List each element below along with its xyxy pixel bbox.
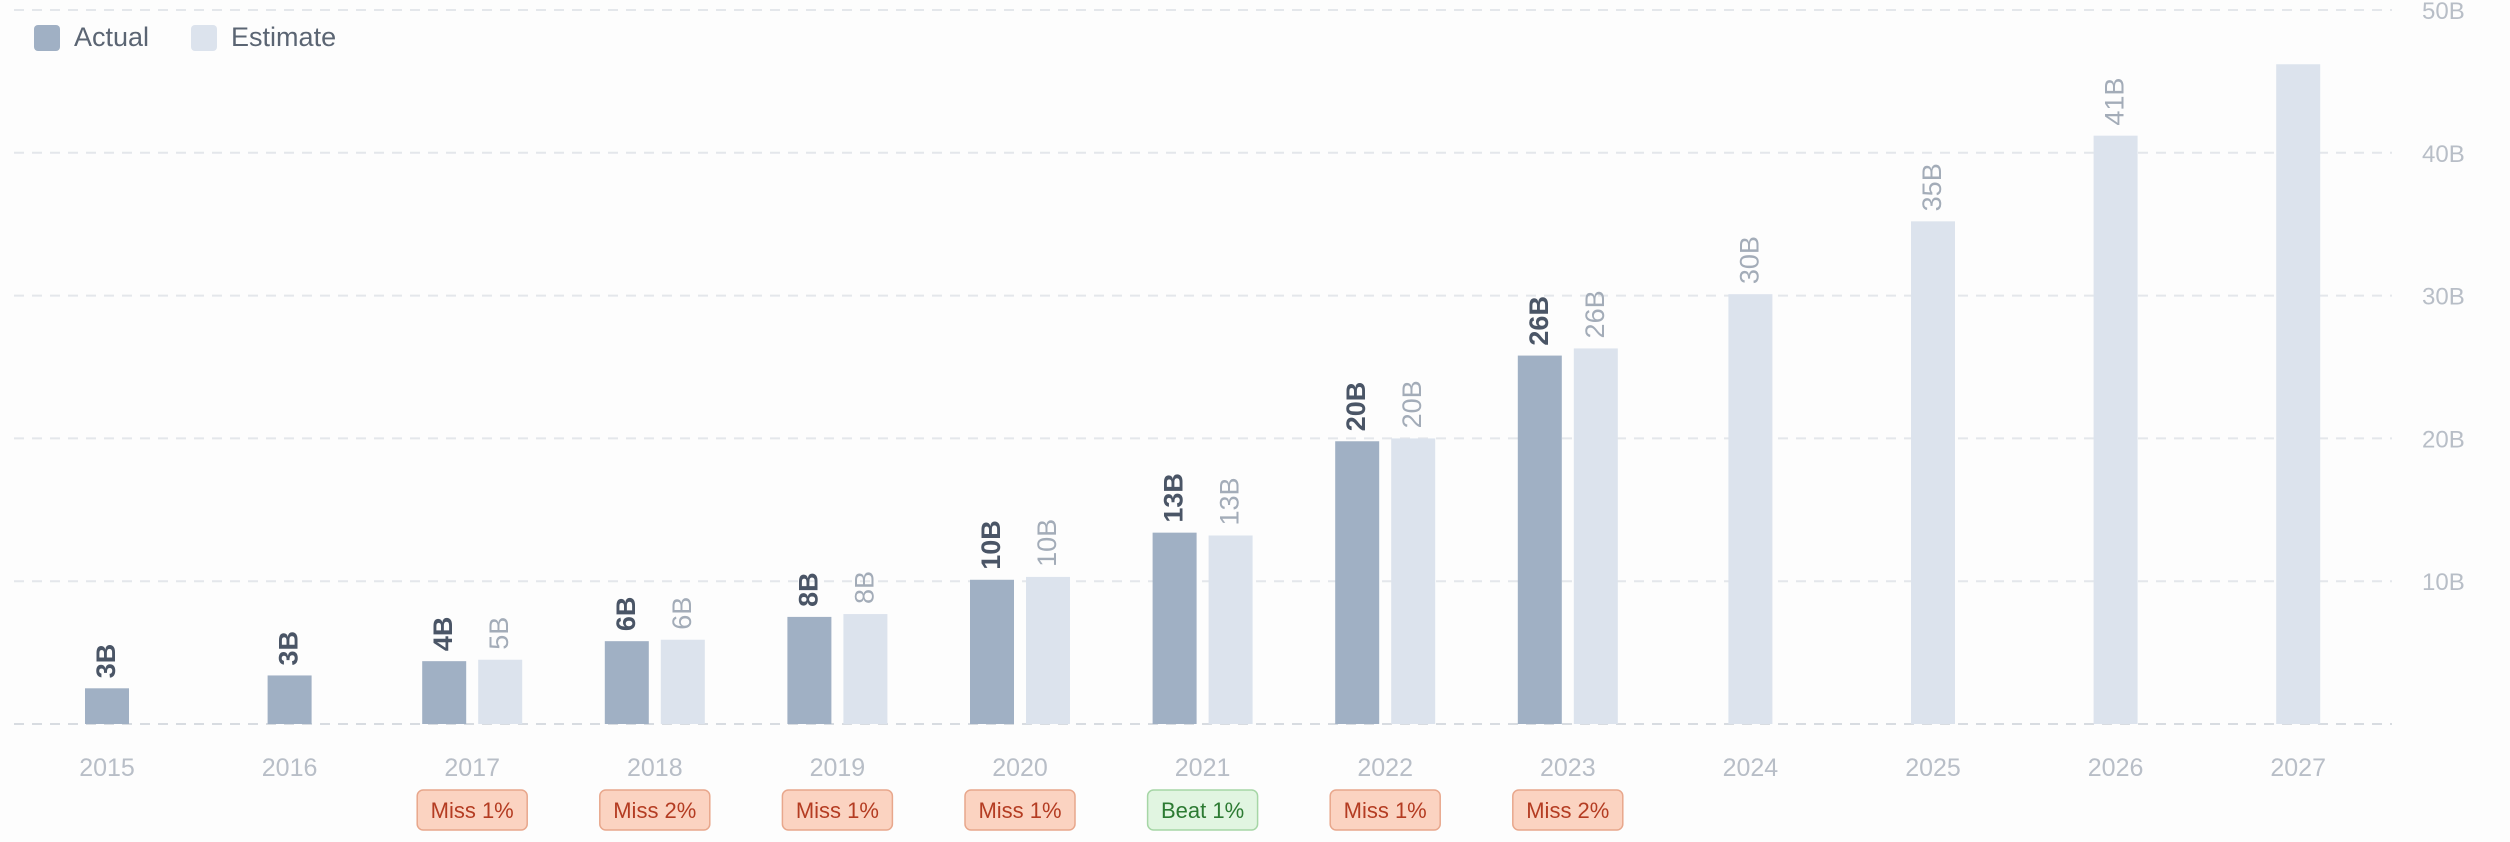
- legend-label-estimate: Estimate: [231, 22, 337, 52]
- badge-text-2022: Miss 1%: [1344, 798, 1427, 823]
- x-tick-label-2018: 2018: [627, 754, 683, 782]
- bar-actual-2017: [422, 661, 467, 724]
- x-tick-label-2024: 2024: [1723, 754, 1779, 782]
- bar-actual-2018: [604, 641, 649, 724]
- bar-estimate-2027: [2276, 64, 2321, 725]
- legend-item-actual[interactable]: Actual: [34, 22, 149, 53]
- data-label-estimate-2026: 41B: [2100, 78, 2130, 126]
- x-tick-label-2027: 2027: [2270, 754, 2326, 782]
- y-tick-label-2: 30B: [2422, 284, 2465, 311]
- badge-2023: [1512, 789, 1624, 831]
- bar-estimate-2018: [660, 639, 705, 724]
- data-label-estimate-2019: 8B: [849, 571, 879, 604]
- data-label-actual-2022: 20B: [1341, 382, 1371, 432]
- badge-text-2020: Miss 1%: [978, 798, 1061, 823]
- legend: Actual Estimate: [34, 22, 378, 53]
- y-tick-label-4: 50B: [2422, 0, 2465, 25]
- badge-text-2017: Miss 1%: [431, 798, 514, 823]
- badge-text-2021: Beat 1%: [1161, 798, 1244, 823]
- data-label-estimate-2021: 13B: [1215, 477, 1245, 525]
- x-tick-label-2016: 2016: [262, 754, 318, 782]
- bar-actual-2019: [787, 616, 832, 724]
- data-label-actual-2019: 8B: [793, 572, 823, 607]
- bar-estimate-2024: [1728, 294, 1773, 724]
- legend-item-estimate[interactable]: Estimate: [191, 22, 336, 53]
- data-label-estimate-2017: 5B: [484, 617, 514, 650]
- x-tick-label-2019: 2019: [810, 754, 866, 782]
- data-label-actual-2020: 10B: [976, 520, 1006, 570]
- data-label-actual-2021: 13B: [1159, 473, 1189, 523]
- bar-estimate-2023: [1573, 348, 1618, 724]
- badge-2018: [599, 789, 711, 831]
- data-label-estimate-2025: 35B: [1917, 163, 1947, 211]
- data-label-actual-2018: 6B: [611, 597, 641, 632]
- y-tick-label-3: 40B: [2422, 141, 2465, 168]
- badge-text-2019: Miss 1%: [796, 798, 879, 823]
- x-tick-label-2020: 2020: [992, 754, 1048, 782]
- data-label-estimate-2018: 6B: [667, 597, 697, 630]
- x-tick-label-2023: 2023: [1540, 754, 1596, 782]
- badge-2022: [1329, 789, 1441, 831]
- x-tick-label-2021: 2021: [1175, 754, 1231, 782]
- bar-actual-2016: [267, 675, 312, 724]
- x-tick-label-2022: 2022: [1357, 754, 1413, 782]
- bar-actual-2022: [1335, 441, 1380, 724]
- data-label-actual-2015: 3B: [91, 644, 121, 679]
- data-label-actual-2017: 4B: [428, 617, 458, 652]
- badge-2020: [964, 789, 1076, 831]
- data-label-actual-2023: 26B: [1524, 296, 1554, 346]
- bar-estimate-2025: [1911, 221, 1955, 724]
- bar-actual-2015: [85, 688, 129, 724]
- badge-2017: [416, 789, 528, 831]
- data-label-estimate-2022: 20B: [1397, 380, 1427, 428]
- bar-estimate-2019: [843, 614, 888, 724]
- data-label-estimate-2023: 26B: [1580, 290, 1610, 338]
- badge-text-2023: Miss 2%: [1526, 798, 1609, 823]
- badge-text-2018: Miss 2%: [613, 798, 696, 823]
- bar-actual-2020: [970, 579, 1014, 724]
- legend-swatch-actual: [34, 24, 60, 51]
- x-tick-label-2025: 2025: [1905, 754, 1961, 782]
- legend-swatch-estimate: [191, 24, 218, 51]
- bar-estimate-2021: [1208, 535, 1253, 724]
- data-label-estimate-2020: 10B: [1032, 519, 1062, 567]
- badge-2019: [781, 789, 894, 831]
- bar-estimate-2026: [2093, 135, 2138, 724]
- y-tick-label-1: 20B: [2422, 426, 2465, 453]
- y-tick-label-0: 10B: [2422, 569, 2465, 596]
- x-tick-label-2017: 2017: [444, 754, 500, 782]
- bar-actual-2021: [1152, 532, 1197, 724]
- bar-estimate-2020: [1026, 576, 1070, 724]
- data-label-estimate-2024: 30B: [1734, 236, 1764, 284]
- bar-actual-2023: [1517, 355, 1562, 724]
- data-label-actual-2016: 3B: [274, 631, 304, 666]
- legend-label-actual: Actual: [74, 22, 150, 52]
- bar-estimate-2017: [478, 659, 523, 724]
- badge-2021: [1146, 789, 1259, 831]
- x-tick-label-2015: 2015: [79, 754, 135, 782]
- bar-estimate-2022: [1391, 438, 1436, 724]
- x-tick-label-2026: 2026: [2088, 754, 2144, 782]
